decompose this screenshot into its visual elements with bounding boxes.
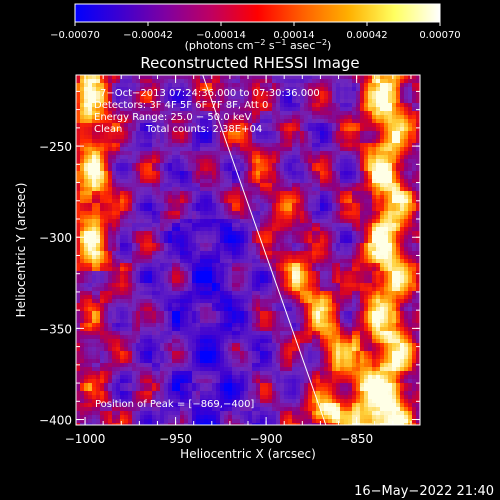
- footer-date: 16−May−2022 21:40: [354, 484, 494, 499]
- x-tick-label: −900: [250, 432, 283, 446]
- annotation-peak: Position of Peak = [−869,−400]: [95, 399, 254, 410]
- colorbar: [74, 3, 441, 23]
- y-tick-label: −350: [39, 322, 72, 336]
- colorbar-tick-label: 0.00014: [273, 30, 314, 41]
- y-axis-label: Heliocentric Y (arcsec): [14, 183, 28, 318]
- annotation-method: Clean: [94, 124, 122, 135]
- x-tick-label: −1000: [65, 432, 106, 446]
- colorbar-tick-label: 0.00070: [419, 30, 460, 41]
- annotation-time: 7−Oct−2013 07:24:36.000 to 07:30:36.000: [100, 88, 320, 99]
- colorbar-tick-label: −0.00014: [196, 30, 246, 41]
- y-tick-label: −300: [39, 231, 72, 245]
- x-tick-label: −950: [159, 432, 192, 446]
- y-axis: −250 −300 −350 −400: [39, 90, 420, 428]
- chart-title: Reconstructed RHESSI Image: [140, 54, 359, 72]
- y-tick-label: −250: [39, 140, 72, 154]
- colorbar-tick-label: 0.00042: [346, 30, 387, 41]
- solar-limb-line: [202, 75, 327, 425]
- colorbar-tick-label: −0.00042: [123, 30, 173, 41]
- colorbar-unit: (photons cm−2 s−1 asec−2): [185, 38, 332, 52]
- x-tick-label: −850: [340, 432, 373, 446]
- x-axis-label: Heliocentric X (arcsec): [180, 447, 316, 461]
- colorbar-ticks: −0.00070 −0.00042 −0.00014 0.00014 0.00042 0.…: [50, 22, 461, 41]
- y-tick-label: −400: [39, 414, 72, 428]
- colorbar-tick-label: −0.00070: [50, 30, 100, 41]
- annotation-energy: Energy Range: 25.0 − 50.0 keV: [94, 112, 251, 123]
- annotation-counts: Total counts: 2.38E+04: [145, 124, 262, 135]
- heatmap-image: [76, 75, 420, 425]
- annotation-detectors: Detectors: 3F 4F 5F 6F 7F 8F, Att 0: [94, 100, 268, 111]
- x-axis: −1000 −950 −900 −850: [65, 75, 412, 446]
